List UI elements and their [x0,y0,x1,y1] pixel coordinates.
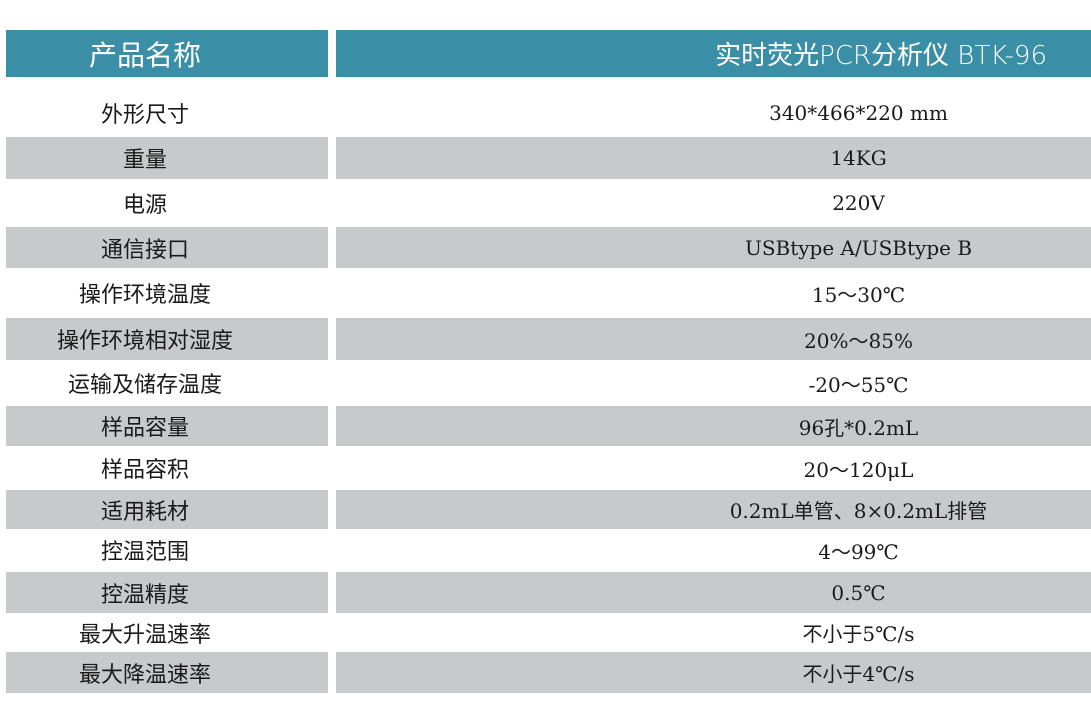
header-label-cell: 产品名称 [6,30,328,77]
spec-value-cell: USBtype A/USBtype B [336,227,1091,268]
spec-label-cell: 重量 [6,137,328,179]
spec-value-cell: 20%～85% [336,318,1091,360]
spec-value-cell: 不小于5℃/s [336,613,1091,652]
spec-label: 控温精度 [100,582,189,608]
spec-label: 适用耗材 [100,499,189,525]
spec-value-cell: -20～55℃ [336,362,1091,404]
spec-value: 4～99℃ [818,539,899,564]
spec-value-cell: 96孔*0.2mL [336,406,1091,446]
header-value: 实时荧光PCR分析仪 BTK-96 [715,41,1047,71]
spec-label: 样品容量 [100,416,189,441]
spec-value: 96孔*0.2mL [798,415,919,440]
spec-label-cell: 运输及储存温度 [6,362,328,404]
spec-label-cell: 样品容量 [6,406,328,446]
spec-value: 0.5℃ [831,580,886,605]
spec-label-cell: 操作环境温度 [6,270,328,316]
spec-value: 不小于4℃/s [802,662,915,686]
spec-label-cell: 最大升温速率 [6,613,328,652]
spec-value: -20～55℃ [808,372,909,397]
spec-label-cell: 控温范围 [6,529,328,571]
spec-label-cell: 适用耗材 [6,490,328,529]
spec-label-cell: 外形尺寸 [6,90,328,135]
spec-value: 20～120μL [803,457,914,482]
spec-label: 操作环境相对湿度 [56,329,233,354]
spec-label-cell: 通信接口 [6,227,328,268]
spec-value-cell: 340*466*220 mm [336,90,1091,135]
spec-label-cell: 控温精度 [6,572,328,613]
spec-label: 电源 [122,193,167,218]
spec-value-cell: 不小于4℃/s [336,652,1091,693]
spec-value-cell: 0.5℃ [336,572,1091,613]
spec-label: 外形尺寸 [100,102,189,128]
spec-label: 样品容积 [100,458,189,483]
spec-label: 控温范围 [100,540,189,565]
spec-value-cell: 14KG [336,137,1091,179]
header-value-cell: 实时荧光PCR分析仪 BTK-96 [336,30,1091,77]
spec-value: 14KG [830,146,887,170]
spec-label: 重量 [122,148,167,173]
spec-value: 220V [832,191,885,215]
spec-value-cell: 220V [336,181,1091,225]
spec-label: 通信接口 [100,237,189,263]
spec-label: 操作环境温度 [78,283,211,308]
spec-label: 最大升温速率 [78,622,211,648]
spec-value: 20%～85% [804,328,913,353]
header-label: 产品名称 [88,38,201,72]
spec-label-cell: 操作环境相对湿度 [6,318,328,360]
spec-value: 0.2mL单管、8×0.2mL排管 [729,499,988,523]
spec-label: 运输及储存温度 [67,373,222,398]
spec-value: 340*466*220 mm [769,100,948,125]
spec-value-cell: 15～30℃ [336,270,1091,316]
spec-label: 最大降温速率 [78,662,211,688]
spec-value-cell: 20～120μL [336,447,1091,489]
spec-label-cell: 最大降温速率 [6,652,328,693]
spec-value: 不小于5℃/s [802,622,915,646]
spec-label-cell: 样品容积 [6,447,328,489]
spec-value: USBtype A/USBtype B [744,235,973,260]
spec-value: 15～30℃ [811,282,906,307]
spec-value-cell: 4～99℃ [336,529,1091,571]
spec-value-cell: 0.2mL单管、8×0.2mL排管 [336,490,1091,529]
spec-label-cell: 电源 [6,181,328,225]
